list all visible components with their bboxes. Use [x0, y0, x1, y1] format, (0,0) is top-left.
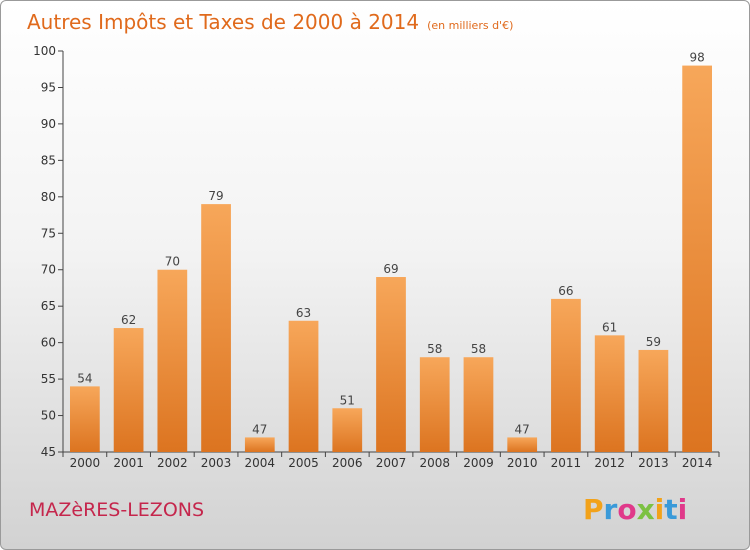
value-labels: 54 62 70 79 47 63 51 69 58 58 47 66 61 59 98: [77, 51, 705, 437]
x-tick-label: 2008: [419, 456, 450, 470]
logo-letter: o: [617, 493, 636, 526]
x-tick-label: 2009: [463, 456, 494, 470]
value-label-2006: 51: [340, 393, 355, 407]
bar-2001: [113, 328, 144, 452]
bar-2011: [551, 298, 581, 452]
logo-letter: x: [637, 493, 655, 526]
logo-letter: i: [678, 493, 688, 526]
chart-subtitle: (en milliers d'€): [427, 19, 513, 32]
y-tick-label: 80: [41, 190, 56, 204]
x-tick-label: 2001: [113, 456, 144, 470]
value-label-2011: 66: [558, 284, 573, 298]
chart-title: Autres Impôts et Taxes de 2000 à 2014: [27, 10, 419, 34]
logo-letter: t: [664, 493, 677, 526]
x-tick-label: 2012: [594, 456, 625, 470]
bar-2009: [463, 357, 494, 452]
bar-2007: [376, 277, 406, 452]
value-label-2005: 63: [296, 306, 311, 320]
bar-2004: [244, 437, 275, 452]
bar-2014: [682, 65, 713, 452]
x-tick-label: 2003: [201, 456, 232, 470]
value-label-2008: 58: [427, 342, 442, 356]
bar-2008: [419, 357, 450, 452]
y-tick-label: 85: [41, 153, 56, 167]
logo-letter: r: [604, 493, 618, 526]
y-tick-label: 50: [41, 409, 56, 423]
value-label-2014: 98: [689, 51, 704, 65]
x-tick-label: 2007: [376, 456, 407, 470]
bar-2000: [69, 386, 100, 452]
value-label-2013: 59: [646, 335, 661, 349]
x-tick-label: 2006: [332, 456, 363, 470]
y-tick-label: 100: [33, 44, 56, 58]
y-tick-label: 55: [41, 372, 56, 386]
y-tick-label: 75: [41, 226, 56, 240]
bar-2003: [201, 204, 231, 452]
x-tick-label: 2010: [507, 456, 538, 470]
bar-2006: [332, 408, 363, 452]
value-label-2012: 61: [602, 320, 617, 334]
bar-2012: [594, 335, 625, 452]
bar-2005: [288, 320, 319, 452]
bar-2013: [638, 349, 669, 452]
value-label-2000: 54: [77, 371, 92, 385]
value-label-2001: 62: [121, 313, 136, 327]
bars: [69, 65, 713, 452]
x-tick-labels: 2000 2001 2002 2003 2004 2005 2006 2007 2008 2009…: [70, 456, 713, 470]
value-label-2002: 70: [165, 255, 180, 269]
y-tick-label: 70: [41, 263, 56, 277]
y-tick-labels: 45 50 55 60 65 70 75 80 85 90 95 100: [33, 44, 56, 459]
x-tick-label: 2000: [70, 456, 101, 470]
value-label-2009: 58: [471, 342, 486, 356]
y-tick-label: 45: [41, 445, 56, 459]
value-label-2004: 47: [252, 422, 267, 436]
x-tick-label: 2002: [157, 456, 188, 470]
proxiti-logo: Proxiti: [583, 493, 687, 526]
value-label-2003: 79: [208, 189, 223, 203]
bar-2010: [507, 437, 538, 452]
logo-letter: P: [583, 493, 604, 526]
logo-letter: i: [655, 493, 665, 526]
y-tick-label: 95: [41, 80, 56, 94]
value-label-2007: 69: [383, 262, 398, 276]
value-label-2010: 47: [515, 422, 530, 436]
bar-2002: [157, 269, 188, 452]
x-tick-label: 2011: [551, 456, 582, 470]
y-tick-label: 65: [41, 299, 56, 313]
x-tick-label: 2005: [288, 456, 319, 470]
x-tick-label: 2013: [638, 456, 669, 470]
y-tick-label: 90: [41, 117, 56, 131]
commune-name: MAZèRES-LEZONS: [29, 499, 204, 521]
x-tick-label: 2014: [682, 456, 713, 470]
y-tick-label: 60: [41, 336, 56, 350]
x-tick-label: 2004: [245, 456, 276, 470]
